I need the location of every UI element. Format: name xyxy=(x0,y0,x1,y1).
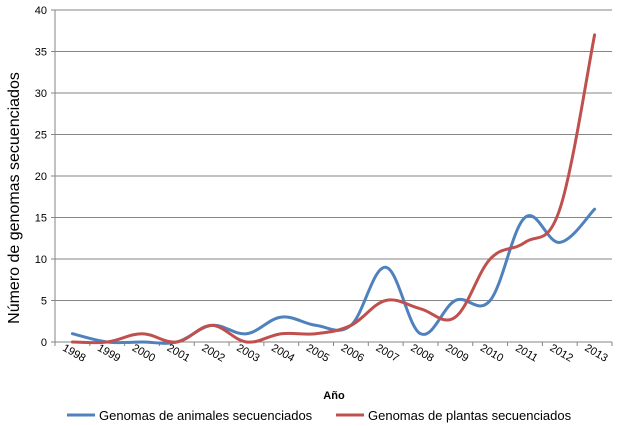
y-tick-label: 10 xyxy=(35,254,47,266)
grid-lines xyxy=(51,9,612,343)
y-tick-label: 25 xyxy=(35,130,47,142)
y-tick-label: 30 xyxy=(35,88,47,100)
series-lines xyxy=(70,33,597,345)
y-tick-label: 20 xyxy=(35,171,47,183)
y-tick-label: 40 xyxy=(35,5,47,17)
y-axis-title: Número de genomas secuenciados xyxy=(6,72,23,324)
legend-label-animales: Genomas de animales secuenciados xyxy=(99,408,313,423)
y-tick-label: 15 xyxy=(35,213,47,225)
legend-label-plantas: Genomas de plantas secuenciados xyxy=(368,408,572,423)
legend: Genomas de animales secuenciados Genomas… xyxy=(67,408,572,423)
y-tick-label: 5 xyxy=(41,296,47,308)
series-line-1 xyxy=(70,33,597,345)
y-tick-label: 0 xyxy=(41,337,47,349)
y-tick-label: 35 xyxy=(35,47,47,59)
y-tick-labels: 0 5 10 15 20 25 30 35 40 xyxy=(35,5,47,349)
x-axis-title: Año xyxy=(323,390,345,402)
